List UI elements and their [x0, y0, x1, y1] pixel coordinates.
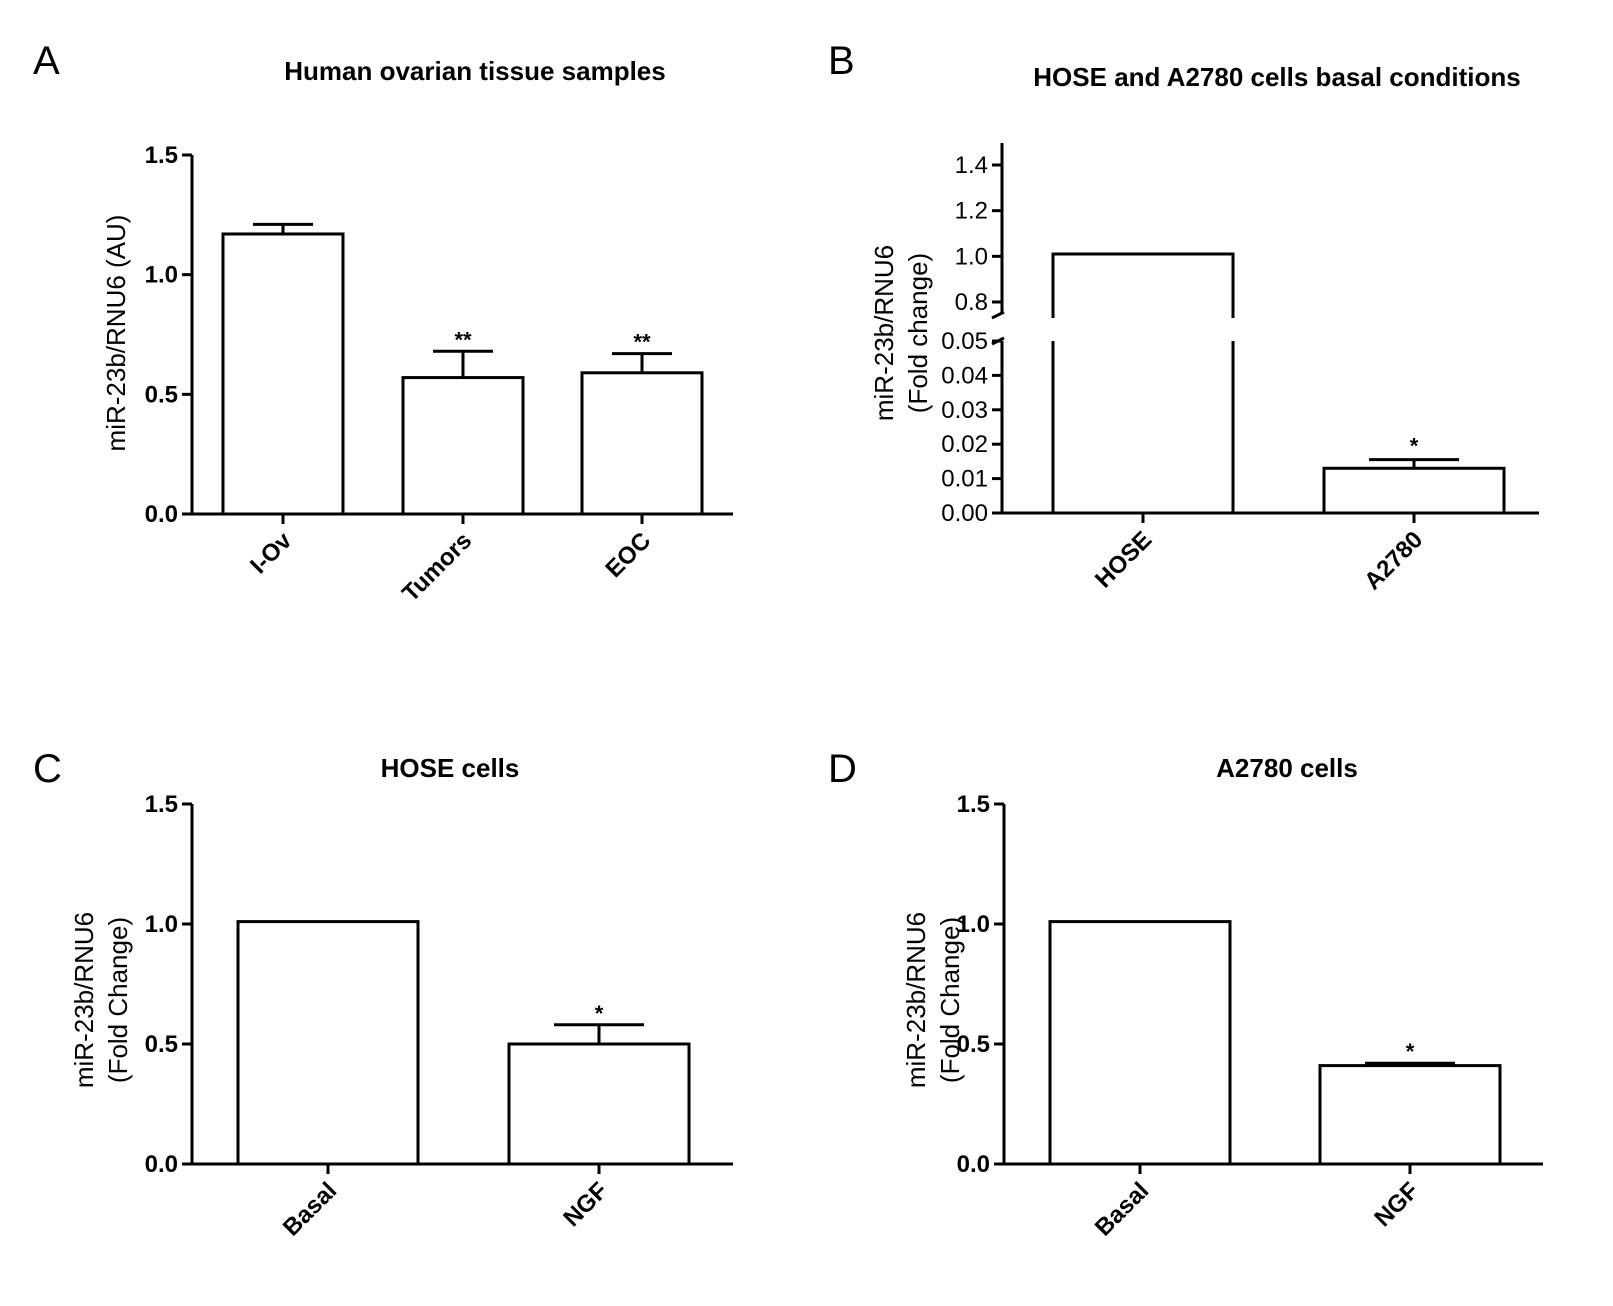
panel-d-plot: 0.0 0.5 1.0 1.5 Basal * NGF [957, 791, 1543, 1242]
panel-a: A Human ovarian tissue samples miR-23b/R… [33, 39, 733, 607]
significance-marker: ** [454, 327, 472, 352]
y-tick-label: 0.04 [941, 362, 988, 389]
bar [221, 232, 345, 516]
significance-marker: ** [633, 330, 651, 355]
panel-d-y-axis-label-line2: (Fold Change) [935, 917, 965, 1083]
y-tick-label: 1.5 [145, 791, 178, 818]
y-tick-label: 1.0 [955, 243, 988, 270]
bar-upper-segment [1051, 252, 1235, 318]
x-tick-label: Tumors [397, 527, 477, 607]
x-tick-label: I-Ov [245, 527, 298, 580]
y-tick-label: 0.00 [941, 500, 988, 527]
panel-c-y-axis-label: miR-23b/RNU6 [69, 912, 99, 1088]
panel-label-a: A [33, 39, 60, 83]
y-tick-label: 0.01 [941, 466, 988, 493]
y-tick-label: 0.8 [955, 289, 988, 316]
panel-a-y-axis-label: miR-23b/RNU6 (AU) [101, 215, 131, 452]
panel-d-y-axis-label: miR-23b/RNU6 [901, 912, 931, 1088]
significance-marker: * [1406, 1039, 1415, 1064]
significance-marker: * [595, 1001, 604, 1026]
panel-d: D A2780 cells miR-23b/RNU6 (Fold Change)… [828, 747, 1543, 1242]
y-tick-label: 0.5 [145, 1031, 178, 1058]
y-tick-label: 0.0 [957, 1151, 990, 1178]
bar [580, 371, 704, 516]
x-tick-label: Basal [278, 1177, 342, 1241]
y-tick-label: 1.2 [955, 198, 988, 225]
y-tick-label: 0.02 [941, 431, 988, 458]
panel-b: B HOSE and A2780 cells basal conditions … [828, 39, 1539, 595]
panel-a-plot: 0.0 0.5 1.0 1.5 I-Ov ** Tumors ** EOC [145, 142, 733, 607]
panel-b-y-axis-label: miR-23b/RNU6 [869, 245, 899, 421]
x-tick-label: HOSE [1090, 526, 1157, 593]
y-tick-label: 0.0 [145, 1151, 178, 1178]
bar [401, 376, 525, 516]
panel-b-plot: 0.8 1.0 1.2 1.4 0.00 0.01 0.02 0.03 0.04 0.05 HOSE… [941, 143, 1539, 595]
y-tick-label: 1.5 [145, 142, 178, 169]
panel-c: C HOSE cells miR-23b/RNU6 (Fold Change) … [33, 747, 733, 1242]
y-tick-label: 0.05 [941, 328, 988, 355]
bar [507, 1042, 691, 1166]
x-tick-label: NGF [1369, 1177, 1424, 1232]
panel-label-d: D [828, 747, 857, 791]
x-tick-label: A2780 [1359, 526, 1428, 595]
bar [1048, 920, 1232, 1166]
panel-b-title: HOSE and A2780 cells basal conditions [1033, 62, 1520, 92]
panel-a-title: Human ovarian tissue samples [284, 56, 665, 86]
panel-label-c: C [33, 747, 62, 791]
x-tick-label: NGF [558, 1177, 613, 1232]
y-tick-label: 0.5 [145, 381, 178, 408]
bar [1318, 1064, 1502, 1166]
y-tick-label: 0.0 [145, 501, 178, 528]
axis-break-mark [991, 310, 1005, 320]
y-tick-label: 0.5 [957, 1031, 990, 1058]
bar [1322, 466, 1506, 515]
y-tick-label: 1.0 [145, 262, 178, 289]
y-tick-label: 1.4 [955, 152, 988, 179]
panel-c-plot: 0.0 0.5 1.0 1.5 Basal * NGF [145, 791, 733, 1242]
panel-label-b: B [828, 39, 855, 83]
significance-marker: * [1410, 434, 1419, 459]
panel-d-title: A2780 cells [1216, 753, 1358, 783]
panel-b-y-axis-label-line2: (Fold change) [903, 253, 933, 413]
bar [236, 920, 420, 1166]
y-tick-label: 1.5 [957, 791, 990, 818]
x-tick-label: EOC [600, 527, 656, 583]
y-tick-label: 1.0 [145, 911, 178, 938]
x-tick-label: Basal [1090, 1177, 1154, 1241]
bar-lower-segment [1051, 341, 1235, 513]
y-tick-label: 0.03 [941, 397, 988, 424]
panel-c-y-axis-label-line2: (Fold Change) [103, 917, 133, 1083]
y-tick-label: 1.0 [957, 911, 990, 938]
panel-c-title: HOSE cells [381, 753, 520, 783]
